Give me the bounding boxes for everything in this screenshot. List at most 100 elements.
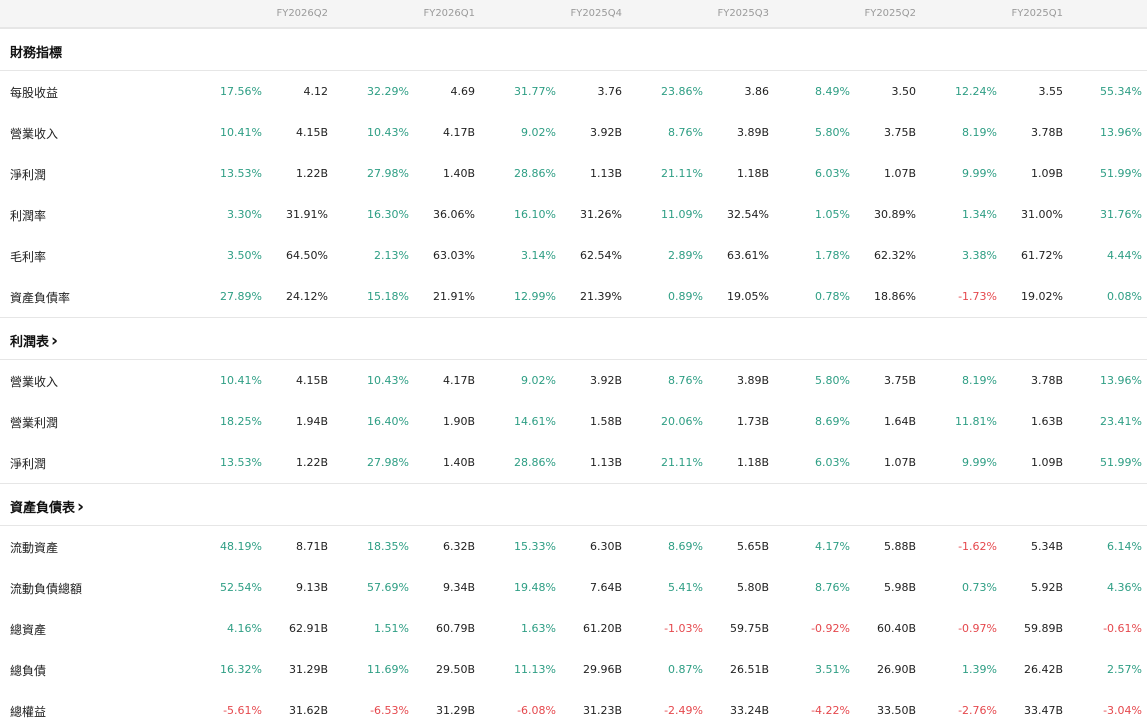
change-percent: 16.32% (220, 663, 262, 676)
metric-value: 4.15B (295, 126, 328, 139)
metric-value: 26.51B (729, 663, 769, 676)
metric-value: 5.34B (1030, 540, 1063, 553)
metric-value: 64.50% (286, 249, 328, 262)
metric-value: 24.12% (286, 290, 328, 303)
change-percent: 8.69% (668, 540, 703, 553)
metric-value: 19.02% (1021, 290, 1063, 303)
table-row: 總負債 16.32% 31.29B 11.69% 29.50B 11.13% 29.96B 0… (0, 649, 1147, 690)
metric-value: 21.91% (433, 290, 475, 303)
change-percent: 9.99% (962, 456, 997, 469)
table-row: 流動負債總額 52.54% 9.13B 57.69% 9.34B 19.48% 7.64B 5… (0, 567, 1147, 608)
change-percent: 16.40% (367, 415, 409, 428)
change-percent: -6.08% (517, 704, 556, 717)
change-percent: 52.54% (220, 581, 262, 594)
section-title[interactable]: 利潤表 › (10, 331, 59, 351)
section-title[interactable]: 資產負債表 › (10, 497, 85, 517)
quarter-label[interactable]: FY2026Q2 (276, 8, 328, 19)
section-header[interactable]: 資產負債表 › (0, 483, 1147, 526)
change-percent: 8.76% (668, 126, 703, 139)
section-header[interactable]: 利潤表 › (0, 317, 1147, 360)
metric-value: 18.86% (874, 290, 916, 303)
change-percent: 51.99% (1100, 456, 1142, 469)
change-percent: 4.16% (227, 622, 262, 635)
metric-value: 4.17B (442, 126, 475, 139)
metric-value: 4.69 (450, 85, 476, 98)
row-label: 流動負債總額 (10, 582, 83, 596)
quarter-label[interactable]: FY2026Q1 (423, 8, 475, 19)
metric-value: 26.42B (1023, 663, 1063, 676)
metric-value: 3.75B (883, 126, 916, 139)
row-label: 流動資產 (10, 541, 59, 555)
metric-value: 4.17B (442, 374, 475, 387)
metric-value: 5.92B (1030, 581, 1063, 594)
change-percent: 21.11% (661, 167, 703, 180)
change-percent: 10.41% (220, 374, 262, 387)
change-percent: 12.99% (514, 290, 556, 303)
metric-value: 5.98B (883, 581, 916, 594)
metric-value: 30.89% (874, 208, 916, 221)
change-percent: 3.38% (962, 249, 997, 262)
quarter-label[interactable]: FY2025Q4 (570, 8, 622, 19)
change-percent: 14.61% (514, 415, 556, 428)
metric-value: 1.40B (442, 456, 475, 469)
table-row: 每股收益 17.56% 4.12 32.29% 4.69 31.77% 3.76 23.86%… (0, 71, 1147, 112)
metric-value: 1.22B (295, 167, 328, 180)
table-row: 毛利率 3.50% 64.50% 2.13% 63.03% 3.14% 62.54% 2.89… (0, 235, 1147, 276)
metric-value: 1.07B (883, 167, 916, 180)
change-percent: 18.25% (220, 415, 262, 428)
change-percent: 1.78% (815, 249, 850, 262)
change-percent: 5.41% (668, 581, 703, 594)
change-percent: 5.80% (815, 374, 850, 387)
change-percent: 48.19% (220, 540, 262, 553)
table-row: 淨利潤 13.53% 1.22B 27.98% 1.40B 28.86% 1.13B 21.1… (0, 153, 1147, 194)
change-percent: 9.02% (521, 126, 556, 139)
table-row: 營業利潤 18.25% 1.94B 16.40% 1.90B 14.61% 1.58B 20.… (0, 401, 1147, 442)
quarter-label[interactable]: FY2025Q3 (717, 8, 769, 19)
change-percent: -4.22% (811, 704, 850, 717)
chevron-right-icon[interactable]: › (77, 497, 85, 517)
change-percent: 8.69% (815, 415, 850, 428)
change-percent: 28.86% (514, 456, 556, 469)
quarter-label[interactable]: FY2025Q2 (864, 8, 916, 19)
change-percent: 10.43% (367, 374, 409, 387)
change-percent: 1.05% (815, 208, 850, 221)
section-title-text: 財務指標 (10, 46, 63, 61)
metric-value: 29.96B (582, 663, 622, 676)
change-percent: 3.14% (521, 249, 556, 262)
metric-value: 9.13B (295, 581, 328, 594)
metric-value: 1.18B (736, 456, 769, 469)
metric-value: 3.89B (736, 374, 769, 387)
metric-value: 1.07B (883, 456, 916, 469)
change-percent: 15.18% (367, 290, 409, 303)
metric-value: 9.34B (442, 581, 475, 594)
change-percent: 0.73% (962, 581, 997, 594)
change-percent: 2.89% (668, 249, 703, 262)
row-label: 淨利潤 (10, 168, 47, 182)
change-percent: 2.57% (1107, 663, 1142, 676)
change-percent: 8.76% (668, 374, 703, 387)
quarter-header: FY2026Q2 FY2026Q1 FY2025Q4 FY2025Q3 FY2025Q2… (0, 0, 1147, 28)
change-percent: 0.87% (668, 663, 703, 676)
chevron-right-icon[interactable]: › (51, 331, 59, 351)
change-percent: 1.34% (962, 208, 997, 221)
metric-value: 31.26% (580, 208, 622, 221)
metric-value: 4.15B (295, 374, 328, 387)
metric-value: 3.86 (744, 85, 770, 98)
quarter-label[interactable]: FY2025Q1 (1011, 8, 1063, 19)
change-percent: 27.98% (367, 456, 409, 469)
metric-value: 33.50B (876, 704, 916, 717)
metric-value: 19.05% (727, 290, 769, 303)
change-percent: 5.80% (815, 126, 850, 139)
change-percent: 16.30% (367, 208, 409, 221)
metric-value: 59.89B (1023, 622, 1063, 635)
change-percent: 28.86% (514, 167, 556, 180)
change-percent: 51.99% (1100, 167, 1142, 180)
metric-value: 1.13B (589, 167, 622, 180)
metric-value: 1.73B (736, 415, 769, 428)
metric-value: 1.94B (295, 415, 328, 428)
metric-value: 31.29B (288, 663, 328, 676)
metric-value: 3.78B (1030, 374, 1063, 387)
change-percent: -6.53% (370, 704, 409, 717)
change-percent: -3.04% (1103, 704, 1142, 717)
metric-value: 1.40B (442, 167, 475, 180)
